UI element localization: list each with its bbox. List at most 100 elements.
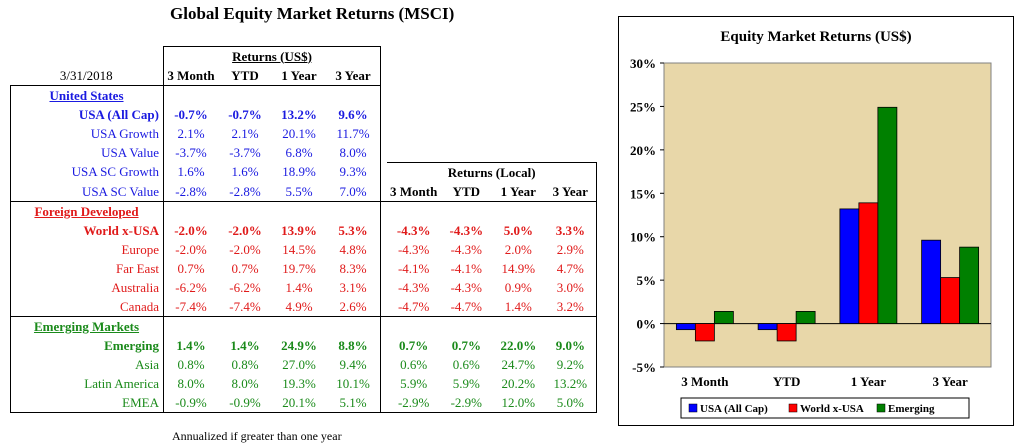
local-value: 22.0%	[500, 337, 537, 353]
y-tick-label: 30%	[630, 56, 656, 71]
usd-value: 9.3%	[326, 162, 381, 182]
local-value: 5.9%	[452, 375, 480, 391]
usd-value: 5.5%	[285, 183, 313, 199]
usd-value: -3.7%	[163, 143, 218, 163]
empty-cell	[387, 124, 440, 143]
y-tick-label: 10%	[630, 230, 656, 245]
local-period-header: 3 Year	[544, 182, 598, 202]
section-title: Foreign Developed	[10, 201, 164, 221]
table-row: Emerging 1.4% 1.4% 24.9% 8.8% 0.7% 0.7% 22.0% 9.…	[10, 336, 598, 355]
empty-cell	[272, 316, 326, 336]
local-value: -4.1%	[450, 260, 483, 276]
row-label: USA Value	[10, 143, 164, 163]
table-row: Latin America 8.0% 8.0% 19.3% 10.1% 5.9% 5.9% 2…	[10, 374, 598, 393]
section-header-row: Foreign Developed	[10, 201, 598, 221]
empty-cell	[492, 66, 544, 86]
empty-cell	[544, 66, 597, 86]
local-header: Returns (Local)	[387, 162, 598, 182]
empty-cell	[387, 143, 440, 163]
empty-cell	[387, 66, 440, 86]
usd-value: -0.7%	[228, 106, 262, 122]
spacer-cell	[380, 316, 387, 336]
local-value: 0.7%	[399, 337, 429, 353]
local-value: 5.0%	[544, 393, 598, 413]
usd-value: 0.7%	[163, 259, 218, 278]
legend-label: World x-USA	[800, 403, 864, 415]
local-value: 12.0%	[492, 393, 545, 413]
usd-value: 0.8%	[231, 356, 259, 372]
usd-value: -6.2%	[229, 279, 261, 295]
x-tick-label: 3 Month	[681, 374, 729, 389]
local-value: 5.0%	[503, 222, 533, 238]
x-tick-label: 3 Year	[932, 374, 967, 389]
empty-cell	[492, 47, 544, 67]
y-tick-label: 25%	[630, 99, 656, 114]
spacer-cell	[380, 201, 387, 221]
legend-swatch	[788, 403, 798, 413]
empty-cell	[492, 124, 544, 143]
bar-emerging	[959, 246, 980, 324]
usd-value: 1.6%	[163, 162, 218, 182]
usd-value: 13.9%	[281, 222, 317, 238]
chart-panel: Equity Market Returns (US$) -5% 0% 5% 10% 15…	[618, 16, 1014, 426]
local-value: 13.2%	[544, 374, 598, 393]
usd-value: 8.0%	[231, 375, 259, 391]
empty-cell	[163, 85, 218, 105]
local-period-header: 3 Month	[390, 183, 438, 199]
usd-value: 20.1%	[272, 393, 326, 413]
empty-cell	[440, 66, 492, 86]
bar-emerging	[795, 311, 816, 324]
row-label: Far East	[10, 259, 164, 278]
empty-cell	[440, 316, 493, 336]
usd-value: -2.8%	[163, 182, 218, 202]
empty-cell	[163, 316, 218, 336]
usd-value: 8.8%	[326, 336, 381, 355]
usd-value: 1.4%	[230, 337, 260, 353]
table-header-row-2: 3/31/2018 3 Month YTD 1 Year 3 Year	[10, 66, 597, 86]
empty-cell	[326, 201, 381, 221]
local-value: -4.1%	[397, 260, 430, 276]
usd-value: 1.6%	[231, 164, 259, 180]
row-label: Asia	[10, 355, 164, 374]
table-row: World x-USA -2.0% -2.0% 13.9% 5.3% -4.3% -4.3%…	[10, 221, 598, 240]
empty-cell	[440, 143, 492, 163]
usd-value: 2.1%	[163, 124, 218, 143]
bar-usa-all-cap-	[839, 208, 860, 324]
bar-world-x-usa	[776, 323, 797, 342]
usd-value: -7.4%	[229, 298, 261, 314]
usd-value: 0.7%	[231, 260, 259, 276]
local-value: 9.2%	[544, 355, 598, 374]
x-tick-label: YTD	[773, 374, 800, 389]
row-label: World x-USA	[10, 221, 164, 240]
empty-cell	[272, 86, 326, 106]
usd-period-header: 3 Year	[326, 66, 381, 86]
usd-value: 4.8%	[326, 240, 381, 259]
usd-value: 5.3%	[326, 221, 381, 240]
y-tick-label: 15%	[630, 186, 656, 201]
returns-table-container: Returns (US$) 3/31/2018 3 Month YTD 1 Year 3 …	[10, 46, 598, 413]
local-value: 24.7%	[501, 356, 536, 372]
usd-value: -2.0%	[229, 241, 261, 257]
empty-cell	[387, 86, 440, 106]
local-value: 14.9%	[501, 260, 536, 276]
table-row: USA (All Cap) -0.7% -0.7% 13.2% 9.6%	[10, 105, 597, 124]
empty-cell	[544, 201, 598, 221]
row-label: EMEA	[10, 393, 164, 413]
local-value: -4.3%	[397, 241, 430, 257]
local-value: -4.7%	[450, 298, 483, 314]
usd-period-header: 1 Year	[272, 66, 326, 86]
empty-cell	[440, 105, 492, 124]
local-value: -4.7%	[397, 298, 430, 314]
local-value: -2.9%	[387, 393, 441, 413]
empty-cell	[440, 124, 492, 143]
usd-value: 0.8%	[163, 355, 218, 374]
row-label: USA SC Growth	[10, 162, 164, 182]
usd-value: -7.4%	[163, 297, 218, 317]
empty-cell	[440, 47, 492, 67]
spacer-cell	[380, 393, 387, 413]
local-value: 2.0%	[504, 241, 532, 257]
usd-value: -3.7%	[229, 144, 261, 160]
table-row: USA Value -3.7% -3.7% 6.8% 8.0%	[10, 143, 597, 163]
empty-cell	[163, 201, 218, 221]
empty-cell	[326, 85, 381, 105]
